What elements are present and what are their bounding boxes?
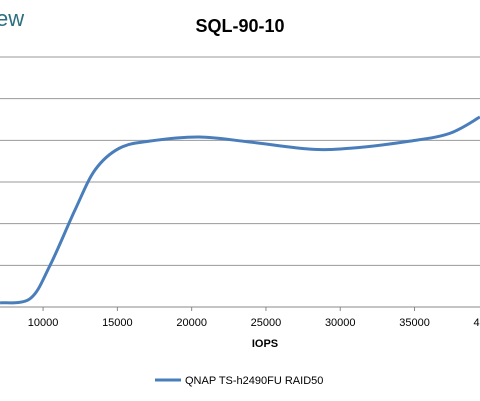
x-tick-label: 25000 [251,317,282,329]
series-line [0,115,480,305]
chart-title: SQL-90-10 [195,16,284,36]
logo: ew [0,6,24,31]
x-tick-label: 40000 [474,317,480,329]
x-tick-label: 10000 [28,317,59,329]
x-tick-label: 15000 [102,317,133,329]
x-axis-label: IOPS [252,338,278,350]
x-tick-label: 20000 [176,317,207,329]
legend-label: QNAP TS-h2490FU RAID50 [185,375,323,387]
x-tick-label: 35000 [399,317,430,329]
x-tick-label: 30000 [325,317,356,329]
